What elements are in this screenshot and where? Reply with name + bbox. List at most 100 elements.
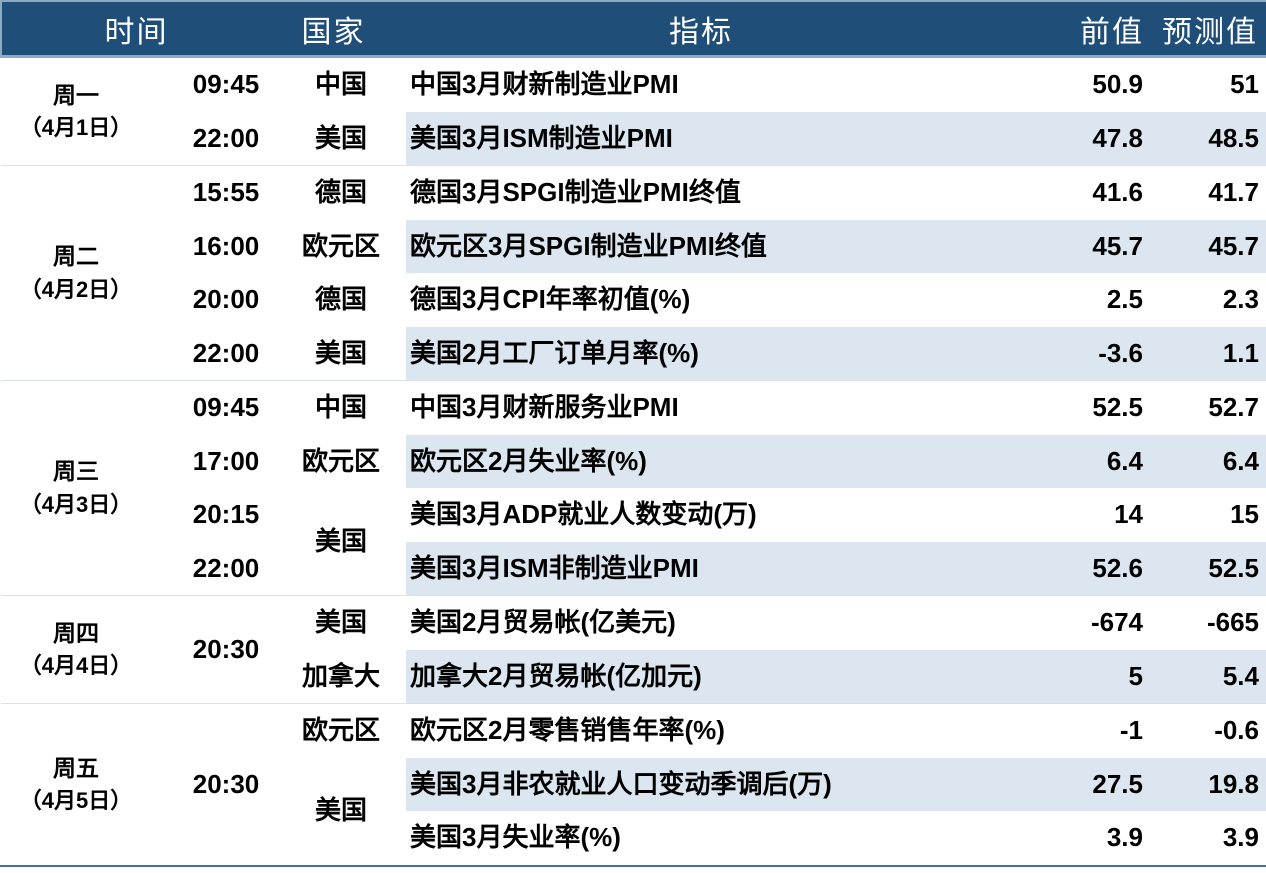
day-cell-tuesday: 周二 （4月2日） [1,165,151,381]
forecast-value: 15 [1230,499,1259,530]
previous-value: -3.6 [1056,326,1156,381]
country-cell: 美国 [314,122,367,153]
indicator-cell: 中国3月财新制造业PMI [410,69,679,100]
header-row: 时间 国家 指标 前值 预测值 [0,0,1266,58]
time-cell: 17:00 [192,445,260,476]
time-cell: 20:15 [192,499,260,530]
day-name: 周一 [53,81,99,108]
table-row: 22:00 美国 美国3月ISM制造业PMI 47.8 48.5 [1,111,1266,166]
day-cell-monday: 周一 （4月1日） [1,57,151,166]
country-cell: 美国 [314,525,367,556]
table-row: 美国 美国3月非农就业人口变动季调后(万) 27.5 19.8 [1,757,1266,825]
table-header: 时间 国家 指标 前值 预测值 [0,0,1266,58]
indicator-cell: 美国3月非农就业人口变动季调后(万) [406,757,1056,811]
time-cell: 22:00 [192,122,260,153]
day-cell-friday: 周五 （4月5日） [1,703,151,865]
country-cell: 欧元区 [301,703,406,758]
indicator-cell: 欧元区2月零售销售年率(%) [406,703,1056,758]
day-date: （4月4日） [19,653,133,679]
header-forecast: 预测值 [1156,0,1266,58]
previous-value: 6.4 [1056,434,1156,488]
time-cell: 20:30 [151,595,301,704]
country-cell: 德国 [301,165,406,220]
forecast-value: 3.9 [1222,822,1259,853]
forecast-value: 52.5 [1156,541,1266,596]
indicator-cell: 中国3月财新服务业PMI [406,380,1056,435]
indicator-cell: 欧元区2月失业率(%) [406,434,1056,488]
forecast-value: 48.5 [1156,111,1266,166]
forecast-value: 51 [1230,69,1259,100]
table-row: 周四 （4月4日） 20:30 美国 美国2月贸易帐(亿美元) -674 -66… [1,595,1266,704]
table-row: 美国3月失业率(%) 3.9 3.9 [1,811,1266,865]
day-date: （4月1日） [19,115,133,141]
indicator-cell: 德国3月CPI年率初值(%) [410,284,691,315]
country-cell: 中国 [301,380,406,435]
day-name: 周五 [53,754,99,781]
table-row: 周三 （4月3日） 09:45 中国 中国3月财新服务业PMI 52.5 52.… [1,380,1266,596]
forecast-value: -665 [1156,595,1266,650]
forecast-value: 1.1 [1156,326,1266,381]
country-cell: 美国 [301,595,406,650]
time-cell: 09:45 [151,380,301,435]
previous-value: 5 [1056,649,1156,704]
forecast-value: -0.6 [1156,703,1266,758]
table-row: 周五 （4月5日） 20:30 欧元区 欧元区2月零售销售年率(%) -1 -0… [1,703,1266,865]
table-row: 20:00 德国 德国3月CPI年率初值(%) 2.5 2.3 [1,273,1266,327]
indicator-cell: 美国3月失业率(%) [410,822,621,853]
time-cell: 15:55 [151,165,301,220]
previous-value: 27.5 [1056,757,1156,811]
day-date: （4月2日） [19,276,133,302]
previous-value: -1 [1056,703,1156,758]
header-time: 时间 [0,0,301,58]
indicator-cell: 美国3月ISM非制造业PMI [406,541,1056,596]
time-cell: 16:00 [192,230,260,261]
table-row: 20:15 美国 美国3月ADP就业人数变动(万) 14 15 [1,488,1266,556]
forecast-value: 2.3 [1222,284,1259,315]
time-cell: 09:45 [192,69,260,100]
forecast-value: 5.4 [1156,649,1266,704]
country-cell: 中国 [314,69,367,100]
table-row: 16:00 欧元区 欧元区3月SPGI制造业PMI终值 45.7 45.7 [1,219,1266,273]
previous-value: 45.7 [1056,219,1156,273]
day-name: 周四 [53,619,99,646]
table-row: 22:00 美国 美国2月工厂订单月率(%) -3.6 1.1 [1,326,1266,381]
forecast-value: 41.7 [1156,165,1266,220]
indicator-cell: 德国3月SPGI制造业PMI终值 [406,165,1056,220]
time-cell: 22:00 [192,552,260,583]
time-cell: 20:30 [151,703,301,865]
country-cell: 德国 [314,284,367,315]
previous-value: 2.5 [1106,284,1143,315]
indicator-cell: 美国2月贸易帐(亿美元) [406,595,1056,650]
indicator-cell: 加拿大2月贸易帐(亿加元) [406,649,1056,704]
day-cell-wednesday: 周三 （4月3日） [1,380,151,596]
previous-value: 47.8 [1056,111,1156,166]
table-row: 17:00 欧元区 欧元区2月失业率(%) 6.4 6.4 [1,434,1266,488]
indicator-cell: 欧元区3月SPGI制造业PMI终值 [406,219,1056,273]
bottom-divider [0,864,1266,867]
table-row: 周二 （4月2日） 15:55 德国 德国3月SPGI制造业PMI终值 41.6… [1,165,1266,381]
previous-value: 52.6 [1056,541,1156,596]
forecast-value: 19.8 [1156,757,1266,811]
day-cell-thursday: 周四 （4月4日） [1,595,151,704]
previous-value: -674 [1056,595,1156,650]
forecast-value: 6.4 [1156,434,1266,488]
forecast-value: 52.7 [1156,380,1266,435]
country-cell: 美国 [314,795,367,826]
country-cell: 美国 [314,337,367,368]
header-previous: 前值 [1056,0,1156,58]
time-cell: 20:00 [192,284,260,315]
table-row: 22:00 美国3月ISM非制造业PMI 52.6 52.5 [1,541,1266,596]
day-date: （4月3日） [19,491,133,517]
header-indicator: 指标 [406,0,1056,58]
table-row: 加拿大 加拿大2月贸易帐(亿加元) 5 5.4 [1,649,1266,704]
country-cell: 加拿大 [301,660,380,691]
day-name: 周三 [53,458,99,485]
time-cell: 22:00 [192,337,260,368]
previous-value: 14 [1114,499,1143,530]
previous-value: 50.9 [1092,69,1143,100]
country-cell: 欧元区 [301,445,380,476]
header-country: 国家 [301,0,406,58]
country-cell: 欧元区 [301,230,380,261]
day-name: 周二 [53,243,99,270]
